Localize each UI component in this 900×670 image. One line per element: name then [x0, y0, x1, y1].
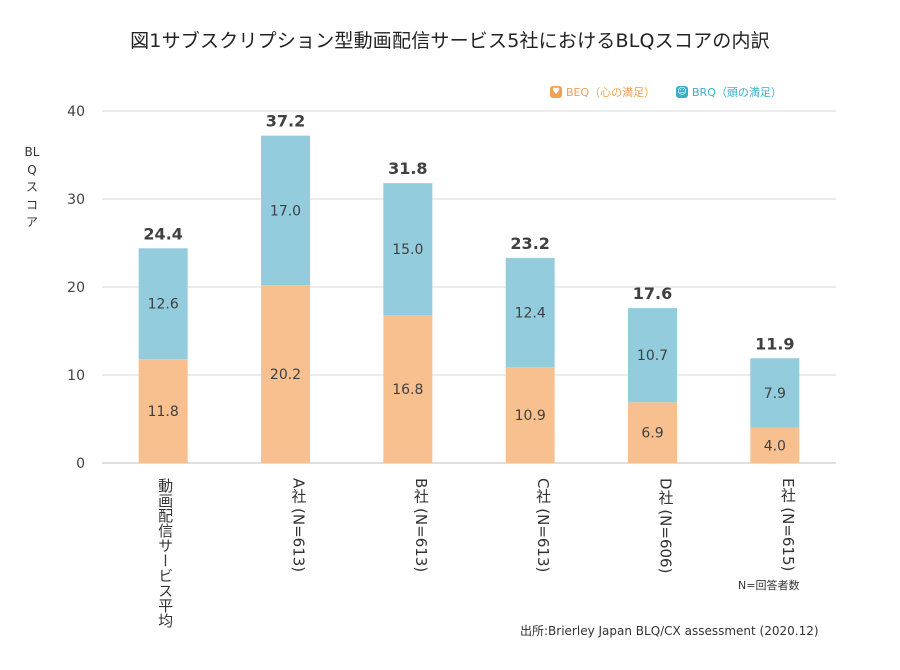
bar-segment — [628, 402, 677, 463]
y-tick-label: 0 — [76, 456, 85, 472]
data-label: 4.0 — [764, 438, 786, 454]
data-label: 12.4 — [515, 306, 546, 322]
x-tick-label: C社 (N=613) — [534, 478, 553, 573]
data-label: 10.9 — [515, 408, 546, 424]
y-tick-label: 20 — [67, 280, 85, 296]
head-icon: ☺ — [676, 86, 688, 98]
legend-label-beq: BEQ（心の満足） — [566, 86, 656, 99]
y-tick-label: 10 — [67, 368, 85, 384]
x-tick-label: B社 (N=613) — [411, 478, 430, 573]
bar-segment — [750, 427, 800, 463]
chart-title: 図1サブスクリプション型動画配信サービス5社におけるBLQスコアの内訳 — [130, 30, 770, 52]
x-tick-label: E社 (N=615) — [778, 478, 797, 572]
legend-item-beq: ♥ BEQ（心の満足） — [550, 84, 655, 100]
data-label: 7.9 — [764, 386, 786, 402]
total-label: 37.2 — [266, 112, 305, 131]
bar-segment — [505, 257, 555, 368]
data-label: 16.8 — [392, 382, 423, 398]
data-label: 10.7 — [637, 348, 668, 364]
x-tick-label: A社 (N=613) — [289, 478, 308, 573]
bar-segment — [383, 315, 433, 463]
legend-label-brq: BRQ（頭の満足） — [692, 86, 782, 99]
data-label: 11.8 — [148, 404, 179, 420]
y-tick-label: 40 — [67, 104, 85, 120]
y-axis-label: BLQスコア — [24, 145, 40, 229]
data-label: 17.0 — [270, 203, 301, 219]
x-tick-label: D社 (N=606) — [656, 478, 675, 574]
bar-segment — [261, 135, 310, 286]
total-label: 11.9 — [755, 334, 794, 353]
bar-segment — [505, 367, 555, 463]
data-label: 20.2 — [270, 367, 301, 383]
y-tick-label: 30 — [67, 192, 85, 208]
legend-item-brq: ☺ BRQ（頭の満足） — [676, 84, 782, 100]
bar-segment — [750, 358, 800, 428]
bar-segment — [138, 248, 188, 360]
total-label: 31.8 — [388, 159, 427, 178]
bar-segment — [138, 359, 188, 463]
footnote: N=回答者数 — [738, 579, 800, 592]
bar-segment — [383, 183, 433, 316]
data-label: 6.9 — [641, 426, 663, 442]
bar-segment — [628, 308, 677, 403]
data-label: 15.0 — [392, 242, 423, 258]
data-label: 12.6 — [148, 297, 179, 313]
total-label: 24.4 — [143, 224, 182, 243]
total-label: 23.2 — [510, 234, 549, 253]
source-note: 出所:Brierley Japan BLQ/CX assessment (202… — [520, 624, 819, 638]
heart-icon: ♥ — [550, 86, 562, 98]
total-label: 17.6 — [633, 284, 672, 303]
bar-segment — [261, 285, 310, 463]
x-tick-label: 動画配信サービス平均 — [156, 478, 175, 628]
